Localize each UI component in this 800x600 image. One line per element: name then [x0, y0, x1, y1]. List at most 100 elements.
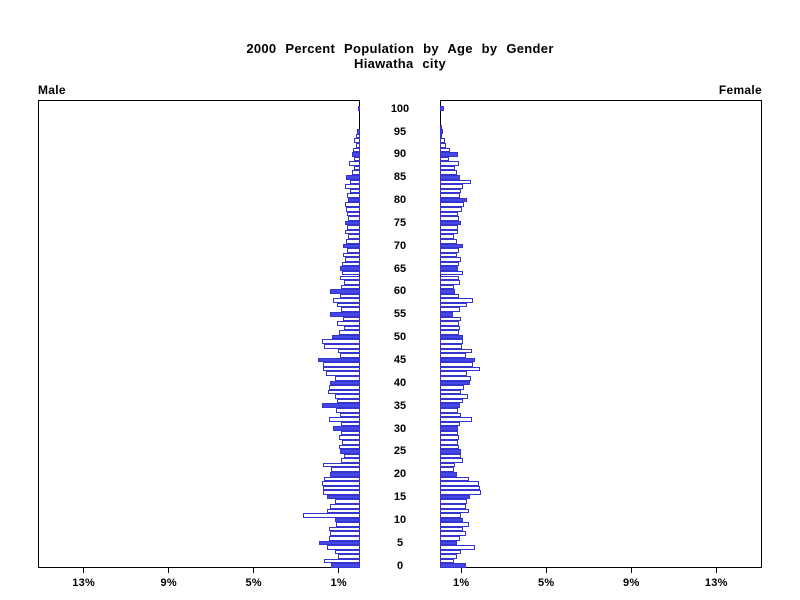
male-bar-age-29 [340, 430, 360, 436]
male-bar-age-0 [331, 563, 360, 568]
age-tick-label-35: 35 [393, 399, 407, 412]
female-bar-age-63 [440, 275, 460, 281]
male-bar-age-19 [323, 476, 360, 482]
female-bar-age-96 [440, 124, 443, 130]
female-bar-age-44 [440, 362, 473, 367]
male-bar-age-95 [356, 129, 360, 134]
female-bar-age-64 [440, 270, 464, 276]
male-bar-age-71 [346, 238, 360, 244]
male-bar-age-12 [327, 508, 360, 514]
male-bar-age-73 [345, 229, 360, 235]
female-bar-age-45 [440, 357, 476, 363]
female-bar-age-43 [440, 366, 481, 372]
age-tick-label-85: 85 [393, 171, 407, 184]
female-bar-age-94 [440, 133, 443, 139]
male-bar-age-7 [330, 531, 360, 536]
male-bar-age-42 [326, 371, 360, 377]
age-tick-label-55: 55 [393, 308, 407, 321]
age-tick-label-65: 65 [393, 262, 407, 275]
male-panel [38, 100, 360, 568]
female-bar-age-12 [440, 508, 469, 514]
female-bar-age-73 [440, 229, 459, 235]
age-tick-label-75: 75 [393, 216, 407, 229]
female-bar-age-85 [440, 174, 461, 180]
female-bar-age-74 [440, 225, 459, 230]
right-axis-label-13%: 13% [704, 577, 728, 589]
male-bar-age-10 [334, 517, 360, 523]
female-bar-age-13 [440, 504, 466, 509]
female-bar-age-80 [440, 197, 467, 203]
male-bar-age-77 [347, 211, 360, 217]
female-bar-age-54 [440, 316, 462, 322]
female-bar-age-58 [440, 298, 473, 303]
male-bar-age-34 [335, 408, 360, 413]
female-bar-age-32 [440, 417, 472, 422]
male-bar-age-6 [329, 536, 360, 541]
female-bar-age-3 [440, 549, 462, 555]
male-bar-age-33 [339, 412, 360, 418]
male-bar-age-5 [318, 540, 360, 546]
female-bar-age-38 [440, 389, 462, 395]
female-bar-age-66 [440, 261, 460, 267]
female-bar-age-4 [440, 545, 476, 550]
male-bar-age-9 [335, 522, 360, 527]
male-bar-age-2 [337, 554, 360, 559]
male-bar-age-47 [337, 348, 360, 354]
left-axis-tick-1% [338, 568, 340, 573]
left-axis-label-9%: 9% [160, 577, 177, 589]
female-bar-age-16 [440, 490, 482, 495]
female-bar-age-81 [440, 193, 461, 198]
female-bar-age-22 [440, 462, 455, 468]
female-bar-age-76 [440, 216, 460, 221]
male-bar-age-76 [348, 216, 360, 221]
male-bar-age-72 [348, 234, 360, 239]
female-bar-age-83 [440, 184, 464, 189]
male-bar-age-44 [322, 362, 360, 367]
male-bar-age-55 [330, 312, 360, 317]
male-bar-age-63 [339, 275, 360, 281]
male-bar-age-46 [339, 353, 360, 358]
female-bar-age-93 [440, 138, 446, 143]
age-tick-label-60: 60 [393, 285, 407, 298]
left-axis-label-13%: 13% [72, 577, 96, 589]
female-bar-age-47 [440, 348, 472, 354]
male-bar-age-84 [350, 179, 360, 185]
female-bar-age-90 [440, 152, 459, 157]
male-bar-age-22 [322, 462, 360, 468]
male-bar-age-61 [340, 284, 360, 290]
male-bar-age-67 [345, 257, 360, 262]
right-axis-label-1%: 1% [453, 577, 470, 589]
age-axis-labels: 0 5 10 15 20 25 30 35 40 45 50 55 60 65 70 75 80 85 90 95 10… [360, 100, 440, 572]
female-bar-age-19 [440, 476, 469, 482]
male-bar-age-94 [355, 133, 360, 139]
female-bar-age-72 [440, 234, 454, 239]
left-axis-label-5%: 5% [245, 577, 262, 589]
right-axis-label-5%: 5% [538, 577, 555, 589]
male-bar-age-58 [333, 298, 360, 303]
female-bar-age-52 [440, 325, 461, 331]
female-bar-age-5 [440, 540, 457, 546]
male-bar-age-40 [330, 380, 360, 386]
male-bar-age-50 [332, 334, 360, 340]
left-axis-tick-13% [83, 568, 85, 573]
female-bar-age-30 [440, 426, 459, 431]
female-bar-age-68 [440, 252, 457, 258]
female-bar-age-40 [440, 380, 470, 386]
female-bar-age-62 [440, 280, 461, 285]
chart-title-line1: 2000 Percent Population by Age by Gender [246, 41, 554, 56]
right-axis-tick-13% [715, 568, 717, 573]
female-bar-age-29 [440, 430, 459, 436]
right-axis-label-9%: 9% [623, 577, 640, 589]
female-bar-age-49 [440, 339, 464, 345]
female-panel [440, 100, 762, 568]
female-bar-age-15 [440, 494, 470, 500]
male-bar-age-32 [329, 417, 360, 422]
female-bar-age-79 [440, 202, 465, 207]
female-bar-age-60 [440, 289, 455, 294]
female-bar-age-20 [440, 472, 457, 477]
chart-title: 2000 Percent Population by Age by Gender… [0, 41, 800, 71]
female-bar-age-25 [440, 449, 462, 454]
male-bar-age-4 [327, 545, 360, 550]
female-bar-age-88 [440, 161, 460, 166]
male-bar-age-48 [323, 344, 360, 349]
